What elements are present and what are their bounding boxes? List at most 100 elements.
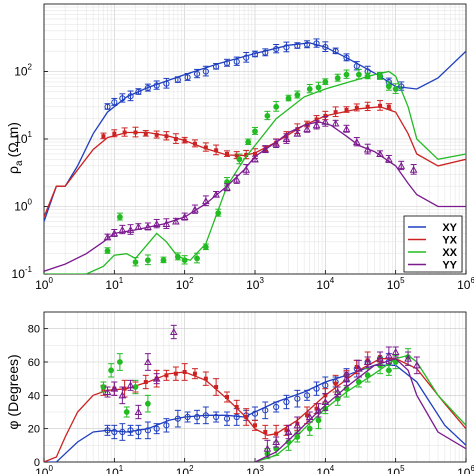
resistivity-point-yy — [397, 161, 406, 169]
phase-point-xy — [104, 427, 111, 434]
resistivity-point-yy — [118, 225, 127, 233]
legend-label-xx: XX — [442, 247, 457, 259]
resistivity-ylabel-units: (Ω m) — [5, 122, 21, 157]
phase-point-xy — [127, 427, 134, 434]
resistivity-point-yy — [144, 222, 152, 230]
resistivity-point-xy — [111, 99, 118, 106]
resistivity-point-yx — [323, 113, 328, 118]
phase-point-yy — [169, 327, 178, 335]
phase-point-yx — [122, 386, 127, 391]
phase-point-xy — [273, 403, 280, 411]
resistivity-point-yx — [143, 131, 148, 136]
phase-point-yy — [103, 387, 112, 395]
phase-point-yx — [263, 430, 268, 434]
phase-xtick-label: 101 — [105, 464, 123, 474]
phase-point-xy — [223, 415, 231, 422]
phase-point-yx — [214, 385, 219, 389]
phase-point-xx — [117, 359, 123, 365]
resistivity-point-xy — [313, 40, 320, 47]
resistivity-plot-area — [44, 38, 466, 274]
resistivity-xtick-label: 101 — [105, 276, 123, 292]
resistivity-point-yx — [295, 127, 300, 132]
phase-point-xx — [144, 400, 151, 407]
resistivity-point-yy — [134, 222, 143, 230]
resistivity-point-yx — [101, 134, 106, 139]
phase-xtick-label: 103 — [246, 464, 264, 474]
phase-point-yy — [272, 437, 281, 445]
resistivity-point-yx — [182, 138, 187, 143]
resistivity-point-xy — [174, 76, 181, 84]
resistivity-point-yy — [172, 217, 180, 225]
phase-point-yy — [152, 374, 161, 382]
phase-point-yy — [263, 444, 272, 452]
resistivity-point-xy — [353, 63, 360, 70]
phase-ylabel-units: (Degrees) — [5, 354, 21, 416]
phase-point-xy — [184, 413, 191, 421]
resistivity-point-yy — [242, 165, 251, 173]
resistivity-point-yx — [192, 141, 197, 146]
phase-point-yy — [314, 406, 323, 414]
resistivity-point-yy — [342, 125, 351, 133]
resistivity-point-yy — [272, 139, 281, 147]
resistivity-point-yx — [122, 130, 127, 135]
phase-point-yx — [314, 406, 319, 411]
resistivity-point-xx — [174, 253, 181, 260]
resistivity-point-xy — [213, 63, 220, 70]
resistivity-point-xx — [252, 128, 258, 135]
phase-point-xx — [123, 409, 130, 415]
phase-plot-area — [44, 324, 466, 462]
phase-curve-yy — [254, 357, 466, 462]
phase-point-yy — [404, 354, 412, 362]
phase-point-xy — [283, 398, 290, 406]
resistivity-point-xx — [132, 259, 139, 266]
phase-point-yx — [274, 431, 279, 436]
resistivity-point-xx — [334, 75, 341, 81]
phase-point-yx — [305, 413, 310, 418]
phase-ytick-label: 20 — [28, 424, 40, 436]
resistivity-point-yy — [331, 119, 340, 127]
phase-xtick-label: 100 — [35, 464, 53, 474]
phase-ylabel-symbol: φ — [5, 421, 21, 430]
resistivity-point-yx — [333, 110, 338, 115]
resistivity-point-yx — [164, 134, 169, 139]
resistivity-point-yy — [385, 155, 393, 163]
resistivity-point-xy — [104, 103, 111, 110]
resistivity-ytick-label: 100 — [14, 198, 32, 214]
phase-point-yy — [376, 354, 384, 362]
resistivity-point-xx — [144, 257, 151, 264]
legend-label-yy: YY — [442, 260, 457, 272]
resistivity-point-yx — [314, 117, 319, 122]
phase-point-yy — [391, 347, 400, 355]
resistivity-point-yx — [225, 151, 230, 156]
resistivity-point-yx — [344, 107, 349, 112]
resistivity-point-yx — [203, 145, 208, 150]
resistivity-point-yx — [386, 104, 391, 109]
resistivity-ylabel-subscript: a — [14, 160, 25, 166]
phase-point-xy — [163, 422, 170, 429]
resistivity-point-yy — [409, 165, 418, 173]
resistivity-point-xx — [245, 139, 252, 145]
phase-point-xx — [392, 359, 399, 365]
phase-point-xy — [322, 382, 329, 389]
resistivity-point-xx — [194, 255, 200, 262]
phase-point-yx — [284, 428, 289, 433]
resistivity-ylabel: ρa (Ω m) — [5, 122, 25, 174]
resistivity-point-yy — [152, 219, 161, 228]
resistivity-ytick-label: 101 — [14, 130, 32, 146]
resistivity-point-yy — [126, 225, 135, 233]
resistivity-point-yx — [154, 132, 159, 137]
resistivity-ytick-label: 102 — [14, 63, 32, 79]
resistivity-point-xy — [223, 60, 231, 67]
phase-ytick-label: 40 — [28, 390, 40, 402]
resistivity-point-yx — [365, 104, 370, 109]
resistivity-point-yx — [244, 152, 249, 157]
phase-point-yy — [321, 397, 330, 405]
resistivity-point-yx — [173, 137, 178, 141]
resistivity-point-yx — [253, 151, 257, 156]
phase-point-xx — [355, 379, 362, 385]
resistivity-point-yy — [303, 125, 311, 133]
phase-ytick-label: 80 — [28, 324, 40, 336]
resistivity-point-xy — [233, 58, 240, 65]
phase-point-yx — [244, 415, 249, 419]
